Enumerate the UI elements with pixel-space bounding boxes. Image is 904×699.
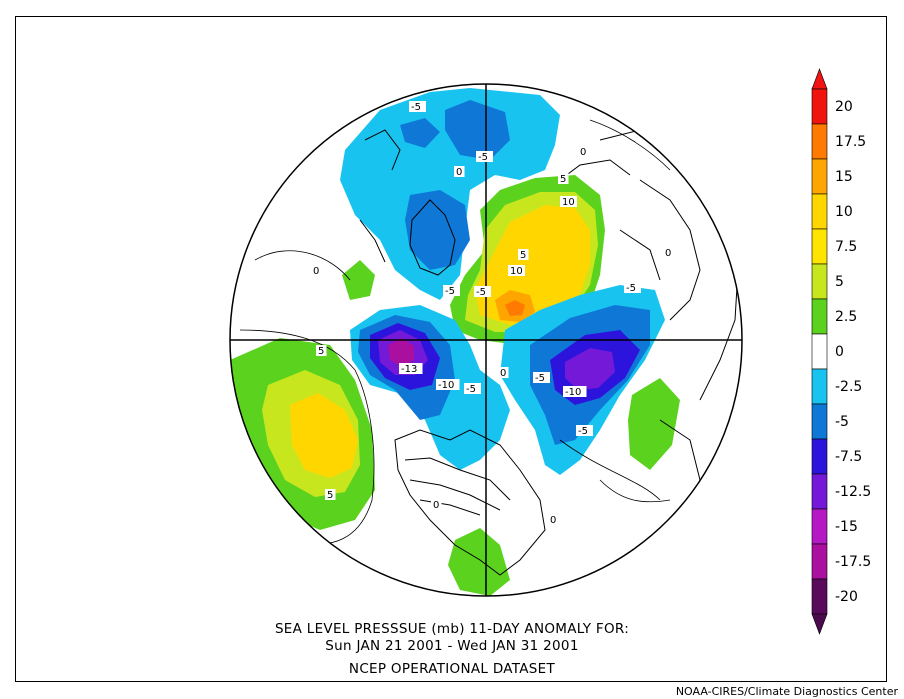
colorbar-tick-label: 2.5 bbox=[835, 309, 857, 325]
contour-label-bg bbox=[533, 372, 550, 383]
caption-line3: NCEP OPERATIONAL DATASET bbox=[348, 661, 556, 677]
contour-label: -5 bbox=[578, 426, 588, 437]
anomaly-field bbox=[230, 84, 742, 596]
contour-label-bg bbox=[563, 386, 587, 397]
colorbar-tick-label: 10 bbox=[835, 204, 853, 220]
contour-label-bg bbox=[548, 514, 559, 525]
contour-label-bg bbox=[518, 249, 529, 260]
contour-label-bg bbox=[560, 196, 577, 207]
colorbar-swatch bbox=[811, 578, 828, 615]
contour-labels: -5 0 -5 0 5 10 0 5 -5 10 0 -5 -5 5 -13 -10 -5 -5 -10 -5 0 5 0 0 bbox=[311, 101, 674, 526]
colorbar-tick-label: 7.5 bbox=[835, 239, 857, 255]
colorbar-swatch bbox=[811, 438, 828, 475]
contour-label-bg bbox=[663, 247, 674, 258]
contour-label: -5 bbox=[466, 384, 476, 395]
colorbar-swatch bbox=[811, 473, 828, 510]
color-bar: 20 17.5 15 10 7.5 5 2.5 0 -2.5 -5 -7.5 -12.5 -15 -17.… bbox=[811, 68, 871, 635]
contour-label: 0 bbox=[665, 248, 671, 259]
contour-label-bg bbox=[454, 166, 465, 177]
contour-label-bg bbox=[508, 265, 525, 276]
contour-label-bg bbox=[578, 146, 589, 157]
contour-label-bg bbox=[624, 282, 641, 293]
map-boundary bbox=[229, 83, 743, 597]
contour-label: -13 bbox=[401, 364, 417, 375]
caption-line1: SEA LEVEL PRESSSUE (mb) 11-DAY ANOMALY F… bbox=[274, 621, 630, 637]
colorbar-swatch bbox=[811, 368, 828, 405]
colorbar-swatch bbox=[811, 123, 828, 160]
colorbar-swatch bbox=[811, 263, 828, 300]
contour-label: -5 bbox=[445, 286, 455, 297]
contour-label-bg bbox=[443, 285, 460, 296]
contour-label-bg bbox=[325, 489, 336, 500]
contour-label-bg bbox=[558, 173, 569, 184]
colorbar-swatch bbox=[811, 228, 828, 265]
colorbar-swatch bbox=[811, 88, 828, 125]
contour-label: 0 bbox=[433, 500, 439, 511]
contour-label-bg bbox=[409, 101, 426, 112]
contour-label: 5 bbox=[520, 250, 526, 261]
colorbar-tick-label: 0 bbox=[835, 344, 844, 360]
contour-label: 0 bbox=[313, 266, 319, 277]
contour-label-bg bbox=[431, 499, 442, 510]
contour-label: -5 bbox=[478, 152, 488, 163]
colorbar-swatch bbox=[811, 508, 828, 545]
contour-label: 5 bbox=[318, 346, 324, 357]
contour-label: 5 bbox=[560, 174, 566, 185]
contour-label: 0 bbox=[456, 167, 462, 178]
contour-label: 10 bbox=[510, 266, 523, 277]
colorbar-tick-label: -5 bbox=[835, 414, 849, 430]
contour-label-bg bbox=[474, 286, 491, 297]
colorbar-under-arrow bbox=[811, 613, 828, 635]
contour-label-bg bbox=[436, 379, 460, 390]
colorbar-tick-label: -7.5 bbox=[835, 449, 862, 465]
colorbar-swatch bbox=[811, 333, 828, 370]
contour-label: -5 bbox=[476, 287, 486, 298]
credit-label: NOAA-CIRES/Climate Diagnostics Center bbox=[675, 685, 898, 698]
colorbar-tick-label: -15 bbox=[835, 519, 858, 535]
contour-label: 10 bbox=[562, 197, 575, 208]
contour-label: -10 bbox=[565, 387, 581, 398]
colorbar-tick-label: -12.5 bbox=[835, 484, 871, 500]
contour-label-bg bbox=[399, 363, 423, 374]
caption-line2: Sun JAN 21 2001 - Wed JAN 31 2001 bbox=[325, 638, 579, 654]
figure-frame bbox=[15, 16, 887, 682]
colorbar-swatch bbox=[811, 543, 828, 580]
colorbar-swatch bbox=[811, 193, 828, 230]
contour-label: -5 bbox=[535, 373, 545, 384]
contour-label-bg bbox=[316, 345, 327, 356]
contour-label: -5 bbox=[411, 102, 421, 113]
contour-label-bg bbox=[498, 367, 509, 378]
contour-label-bg bbox=[576, 425, 593, 436]
contour-label: 0 bbox=[500, 368, 506, 379]
colorbar-tick-label: 17.5 bbox=[835, 134, 866, 150]
colorbar-swatch bbox=[811, 158, 828, 195]
colorbar-tick-label: -2.5 bbox=[835, 379, 862, 395]
contour-lines bbox=[239, 119, 671, 544]
contour-label: 0 bbox=[580, 147, 586, 158]
colorbar-swatch bbox=[811, 403, 828, 440]
contour-label: 5 bbox=[327, 490, 333, 501]
colorbar-tick-label: -20 bbox=[835, 589, 858, 605]
contour-label-bg bbox=[476, 151, 493, 162]
colorbar-tick-label: 15 bbox=[835, 169, 853, 185]
colorbar-over-arrow bbox=[811, 68, 828, 90]
contour-label-bg bbox=[311, 265, 322, 276]
colorbar-tick-label: -17.5 bbox=[835, 554, 871, 570]
contour-label-bg bbox=[464, 383, 481, 394]
colorbar-tick-label: 5 bbox=[835, 274, 844, 290]
contour-label: 0 bbox=[550, 515, 556, 526]
contour-label: -5 bbox=[626, 283, 636, 294]
colorbar-tick-label: 20 bbox=[835, 99, 853, 115]
contour-label: -10 bbox=[438, 380, 454, 391]
colorbar-swatch bbox=[811, 298, 828, 335]
